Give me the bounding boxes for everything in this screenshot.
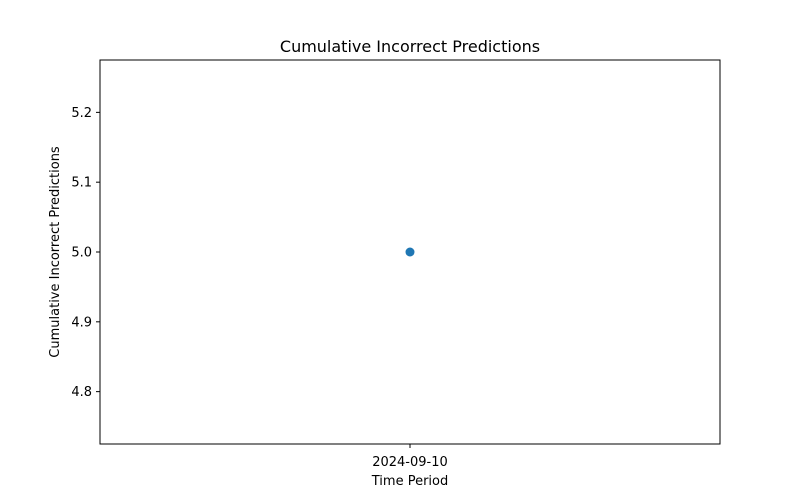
y-tick-label: 5.2 bbox=[71, 106, 92, 121]
y-tick-label: 5.1 bbox=[71, 176, 92, 191]
x-tick-label: 2024-09-10 bbox=[372, 455, 448, 470]
x-axis-ticks: 2024-09-10 bbox=[372, 444, 448, 470]
x-axis-label: Time Period bbox=[371, 474, 448, 489]
y-tick-label: 5.0 bbox=[71, 246, 92, 261]
y-axis-label: Cumulative Incorrect Predictions bbox=[48, 146, 63, 358]
y-tick-label: 4.8 bbox=[71, 385, 92, 400]
data-point bbox=[405, 247, 415, 257]
data-series bbox=[405, 247, 415, 257]
chart-title: Cumulative Incorrect Predictions bbox=[280, 37, 540, 56]
y-tick-label: 4.9 bbox=[71, 315, 92, 330]
y-axis-ticks: 4.8 4.9 5.0 5.1 5.2 bbox=[71, 106, 100, 400]
